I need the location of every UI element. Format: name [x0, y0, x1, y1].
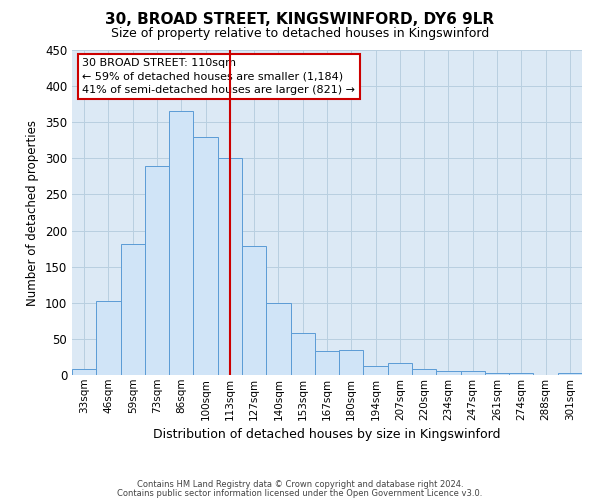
Text: Contains HM Land Registry data © Crown copyright and database right 2024.: Contains HM Land Registry data © Crown c… — [137, 480, 463, 489]
Bar — [145, 166, 169, 375]
Bar — [509, 373, 533, 375]
Text: 30, BROAD STREET, KINGSWINFORD, DY6 9LR: 30, BROAD STREET, KINGSWINFORD, DY6 9LR — [106, 12, 494, 28]
Text: 30 BROAD STREET: 110sqm
← 59% of detached houses are smaller (1,184)
41% of semi: 30 BROAD STREET: 110sqm ← 59% of detache… — [82, 58, 355, 94]
Bar — [485, 373, 509, 375]
Bar — [218, 158, 242, 375]
Bar — [364, 366, 388, 375]
Bar — [436, 372, 461, 375]
Bar — [558, 373, 582, 375]
Bar — [242, 246, 266, 375]
Text: Contains public sector information licensed under the Open Government Licence v3: Contains public sector information licen… — [118, 488, 482, 498]
Text: Size of property relative to detached houses in Kingswinford: Size of property relative to detached ho… — [111, 28, 489, 40]
Bar — [461, 372, 485, 375]
Bar — [339, 350, 364, 375]
Bar — [121, 244, 145, 375]
Bar — [96, 300, 121, 375]
Y-axis label: Number of detached properties: Number of detached properties — [26, 120, 40, 306]
Bar — [315, 351, 339, 375]
Bar — [266, 303, 290, 375]
Bar — [388, 362, 412, 375]
X-axis label: Distribution of detached houses by size in Kingswinford: Distribution of detached houses by size … — [153, 428, 501, 441]
Bar — [412, 369, 436, 375]
Bar — [290, 333, 315, 375]
Bar — [169, 112, 193, 375]
Bar — [72, 369, 96, 375]
Bar — [193, 136, 218, 375]
